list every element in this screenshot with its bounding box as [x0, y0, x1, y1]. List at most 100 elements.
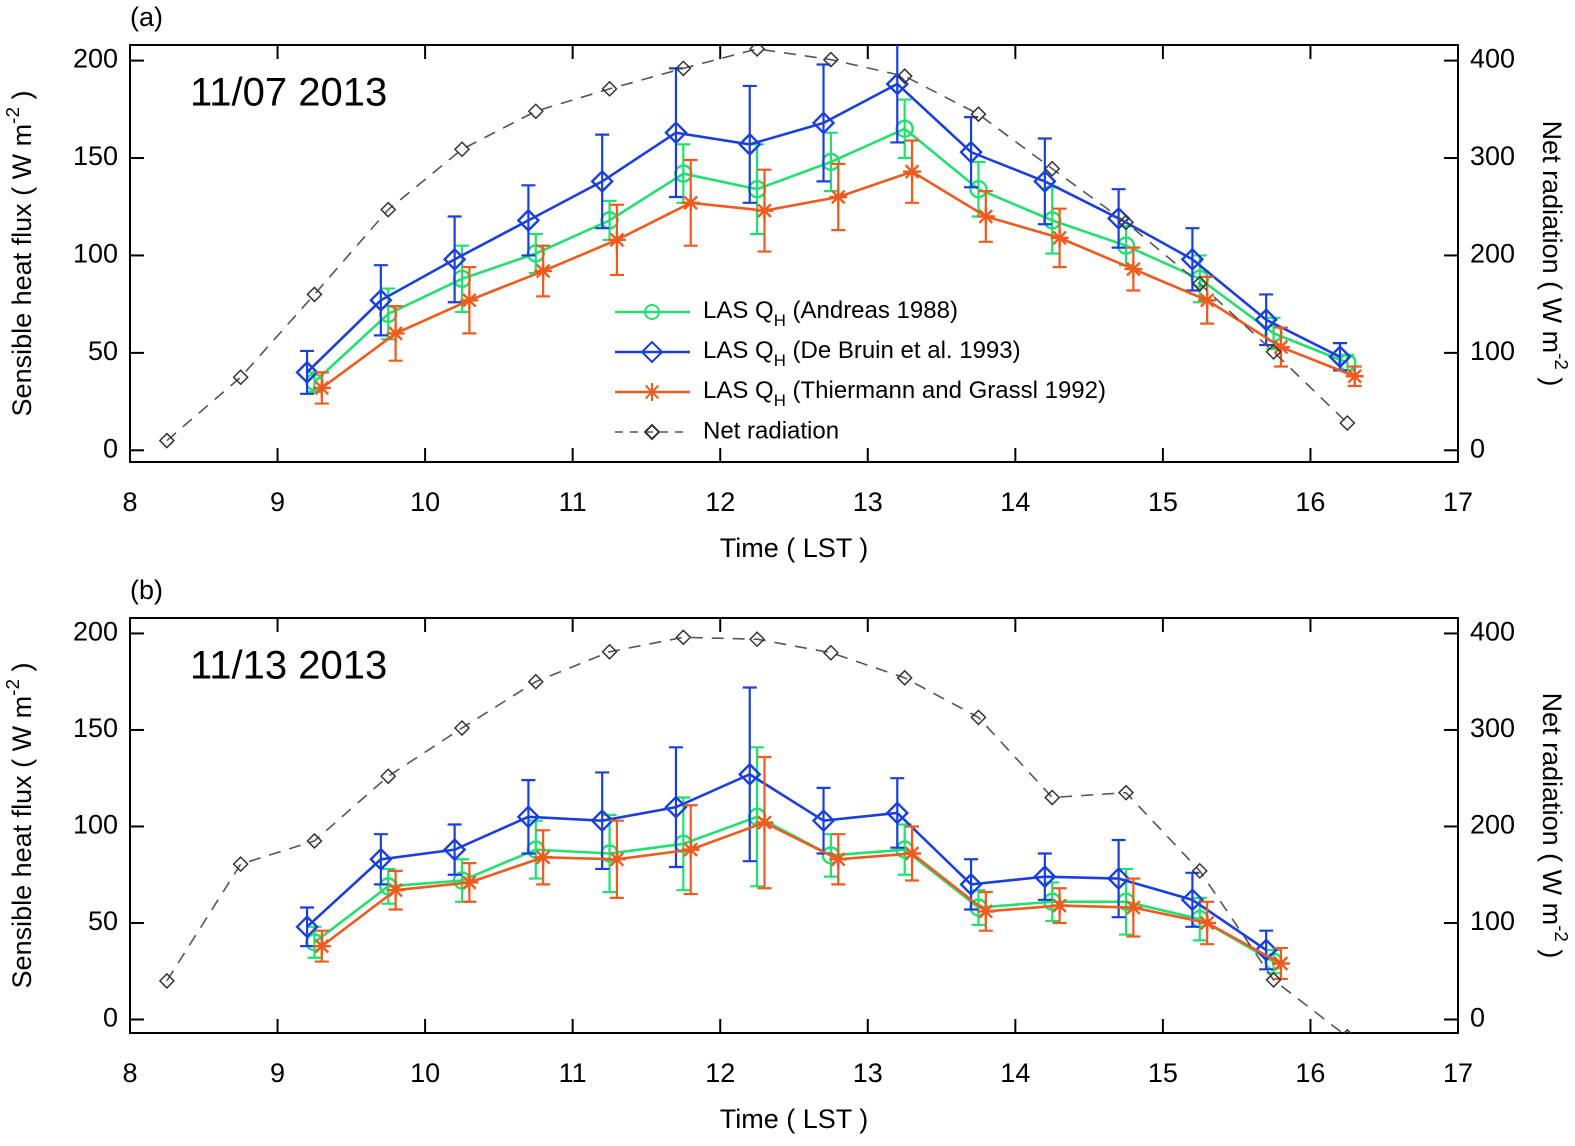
marker: [158, 972, 175, 989]
y-tick-label: 50: [88, 336, 118, 366]
x-tick-label: 13: [853, 487, 883, 517]
marker: [1180, 247, 1205, 272]
error-bar: [447, 215, 462, 304]
marker: [738, 132, 762, 157]
marker: [976, 902, 995, 921]
y-tick-label: 150: [73, 713, 118, 743]
marker: [380, 201, 397, 218]
marker: [369, 847, 393, 871]
error-bar: [447, 823, 462, 876]
error-bar: [668, 746, 683, 869]
marker: [738, 762, 762, 787]
x-tick-label: 9: [270, 487, 285, 517]
legend-label: Net radiation: [703, 417, 839, 444]
marker: [369, 288, 393, 312]
y2-tick-label: 400: [1470, 44, 1515, 74]
x-tick-label: 15: [1148, 1058, 1178, 1088]
error-bar: [742, 686, 757, 863]
y-tick-label: 0: [103, 1003, 118, 1033]
marker: [601, 80, 618, 97]
error-bar: [742, 84, 757, 204]
marker: [601, 643, 618, 660]
marker: [516, 805, 541, 829]
marker: [664, 795, 688, 819]
y2-tick-label: 0: [1470, 1003, 1485, 1033]
marker: [1345, 367, 1364, 386]
x-tick-label: 11: [559, 487, 587, 517]
annotation: 11/13 2013: [190, 644, 387, 688]
x-tick-label: 13: [853, 1058, 883, 1088]
error-bar: [307, 925, 322, 959]
marker: [295, 915, 319, 939]
marker: [755, 813, 774, 832]
marker: [749, 45, 766, 57]
x-tick-label: 16: [1295, 487, 1325, 517]
error-bar: [890, 777, 905, 849]
marker: [959, 140, 983, 164]
marker: [664, 120, 688, 145]
error-bar: [1111, 188, 1126, 249]
marker: [306, 832, 323, 850]
y2-tick-label: 100: [1470, 906, 1515, 936]
marker: [1198, 913, 1217, 932]
marker: [232, 856, 249, 873]
x-tick-label: 14: [1000, 1058, 1030, 1088]
marker: [1271, 338, 1290, 357]
x-tick-label: 12: [705, 487, 735, 517]
error-bar: [890, 45, 905, 144]
marker: [896, 669, 913, 686]
series-line: [306, 772, 1267, 952]
y2-tick-label: 200: [1470, 810, 1515, 840]
error-bar: [1111, 838, 1126, 919]
y-tick-label: 0: [103, 433, 118, 463]
marker: [312, 378, 331, 397]
error-bar: [373, 264, 388, 337]
marker: [1265, 343, 1282, 360]
marker: [1050, 896, 1069, 915]
panel-label: (b): [130, 575, 163, 605]
error-bar: [373, 833, 388, 886]
marker: [1265, 971, 1282, 988]
panel-label: (a): [130, 2, 163, 32]
error-bar: [676, 796, 691, 892]
marker: [460, 291, 479, 310]
error-bar: [595, 771, 610, 871]
y2-axis-label: Net radiation ( W m-2 ): [1537, 693, 1572, 959]
marker: [829, 850, 848, 869]
marker: [822, 51, 839, 68]
marker: [970, 106, 987, 123]
y2-axis-label: Net radiation ( W m-2 ): [1537, 121, 1572, 387]
marker: [460, 873, 479, 892]
x-tick-label: 15: [1148, 487, 1178, 517]
marker: [1117, 784, 1135, 801]
y-tick-label: 200: [73, 44, 118, 74]
error-bar: [1037, 137, 1052, 226]
legend-marker: [643, 423, 661, 441]
x-tick-label: 9: [270, 1058, 285, 1088]
error-bar: [1119, 225, 1133, 267]
series-line: [166, 48, 1348, 442]
y2-tick-label: 400: [1470, 617, 1515, 647]
marker: [976, 207, 995, 226]
y2-tick-label: 200: [1470, 239, 1515, 269]
x-tick-label: 16: [1295, 1058, 1325, 1088]
marker: [527, 673, 544, 690]
marker: [1106, 866, 1131, 891]
marker: [1033, 169, 1057, 194]
marker: [1033, 864, 1057, 889]
marker: [885, 801, 909, 825]
error-bar: [964, 115, 979, 189]
x-axis-label: Time ( LST ): [720, 533, 869, 563]
marker: [312, 937, 331, 956]
error-bar: [897, 98, 912, 160]
marker: [959, 872, 983, 897]
y-tick-label: 150: [73, 141, 118, 171]
marker: [1328, 345, 1352, 369]
error-bar: [602, 199, 617, 241]
x-tick-label: 17: [1443, 487, 1473, 517]
error-bar: [300, 349, 315, 395]
y-axis-label: Sensible heat flux ( W m-2 ): [3, 663, 38, 989]
marker: [590, 808, 614, 833]
annotation: 11/07 2013: [190, 71, 387, 115]
marker: [811, 808, 836, 833]
